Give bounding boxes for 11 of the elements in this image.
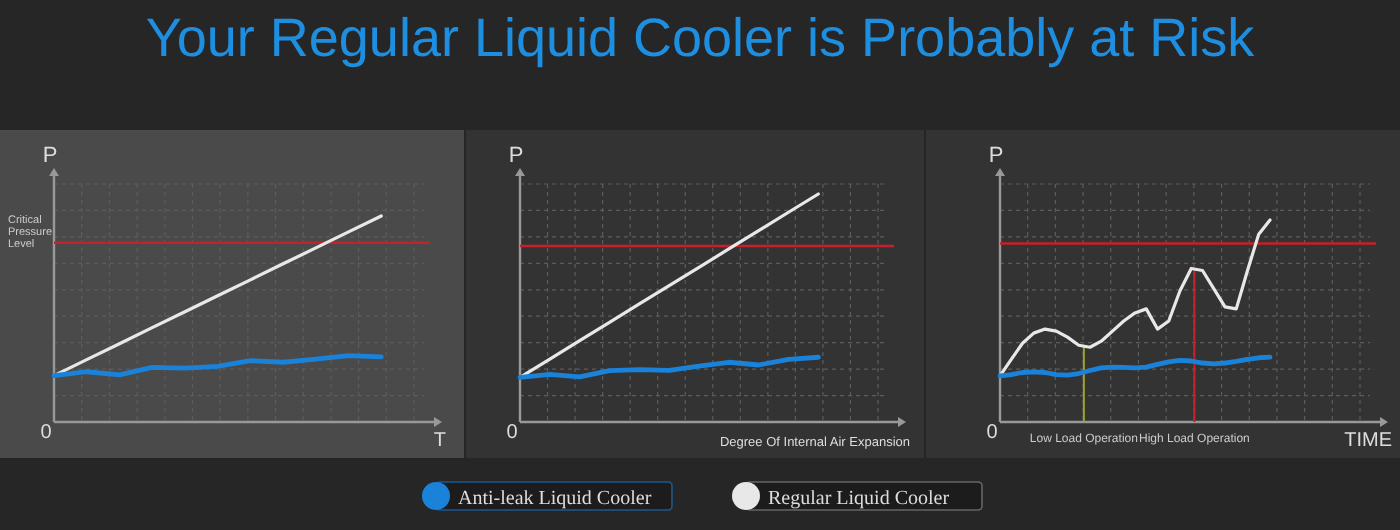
- chart-title: Your Regular Liquid Cooler is Probably at Risk: [145, 8, 1256, 68]
- text: 0: [506, 422, 519, 444]
- legend-label: Regular Liquid Cooler: [768, 488, 951, 510]
- y-axis-title: P: [508, 144, 524, 168]
- legend-label: Anti-leak Liquid Cooler: [458, 488, 653, 510]
- x-axis-title: T: [433, 430, 446, 452]
- text: 0: [40, 422, 53, 444]
- y-axis-title: P: [42, 144, 58, 168]
- text: 0: [986, 422, 999, 444]
- y-axis-title: P: [988, 144, 1004, 168]
- x-axis-title: TIME: [1344, 430, 1393, 452]
